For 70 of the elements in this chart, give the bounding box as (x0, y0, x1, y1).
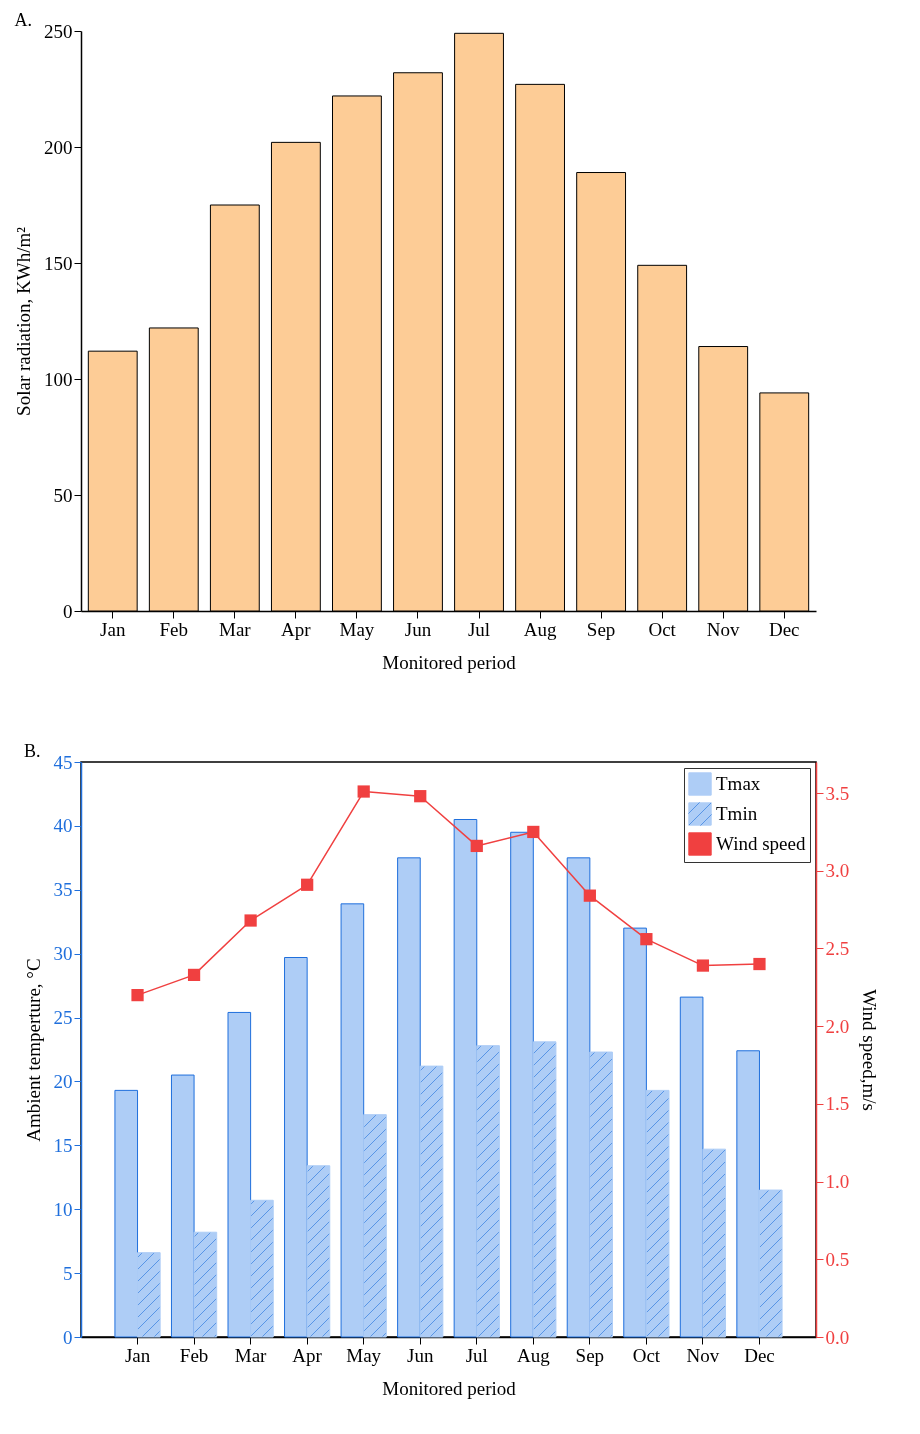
y-tick-label: 5 (63, 1262, 73, 1284)
point (131, 988, 144, 1002)
y-tick-label: 20 (53, 1070, 73, 1092)
y-tick-label: 0 (63, 600, 73, 622)
x-tick-label: Jun (407, 1344, 434, 1366)
x-tick-label: Nov (686, 1344, 720, 1366)
y2-tick-label: 1.0 (825, 1171, 850, 1193)
point (696, 959, 710, 972)
x-tick-label: Feb (159, 618, 189, 640)
point (583, 889, 596, 902)
y-tick-label: 250 (44, 20, 73, 42)
x-tick-label: Oct (648, 618, 677, 640)
x-tick-label: May (346, 1344, 382, 1366)
y-tick-label: 45 (53, 751, 73, 773)
y-tick-label: 150 (44, 252, 73, 274)
x-tick-label: Sep (586, 618, 616, 640)
x-tick-label: Apr (292, 1344, 323, 1366)
x-tick-label: Mar (219, 618, 252, 640)
x-tick-label: May (339, 618, 375, 640)
y2-axis-title: Wind speed,m/s (859, 989, 881, 1111)
point (753, 957, 766, 971)
legend-label: Tmin (716, 803, 758, 824)
y-tick-label: 50 (53, 484, 73, 506)
y2-tick-label: 3.0 (825, 860, 850, 882)
x-tick-label: Dec (768, 618, 800, 640)
y-axis-title: Ambient temperture, °C (22, 958, 44, 1142)
y-tick-label: 200 (44, 136, 73, 158)
y-tick-label: 35 (53, 879, 73, 901)
x-tick-label: Mar (234, 1344, 268, 1366)
point (187, 968, 201, 982)
point (244, 914, 257, 927)
x-tick-label: Sep (575, 1344, 605, 1366)
x-tick-label: Feb (179, 1344, 209, 1366)
legend-label: Wind speed (716, 833, 806, 854)
point (357, 785, 370, 798)
y2-tick-label: 0.0 (825, 1326, 850, 1348)
x-tick-label: Nov (706, 618, 741, 640)
point (640, 933, 653, 946)
x-axis-title: Monitored period (382, 1377, 517, 1399)
y-tick-label: 0 (63, 1326, 73, 1348)
chart-title: B. (24, 741, 41, 761)
x-tick-label: Aug (523, 618, 557, 640)
y2-tick-label: 1.5 (825, 1093, 850, 1115)
y-tick-label: 30 (53, 943, 73, 965)
y2-tick-label: 3.5 (825, 782, 850, 804)
x-tick-label: Jul (465, 1344, 488, 1366)
legend-label: Tmax (716, 773, 761, 794)
y-axis-title: Solar radiation, KWh/m² (13, 226, 34, 416)
y-tick-label: 100 (44, 368, 73, 390)
x-axis-title: Monitored period (382, 651, 517, 673)
y-tick-label: 10 (53, 1198, 73, 1220)
y2-tick-label: 2.5 (825, 937, 850, 959)
y-tick-label: 40 (53, 815, 73, 837)
x-tick-label: Jan (100, 618, 126, 640)
x-tick-label: Jun (404, 618, 432, 640)
x-tick-label: Apr (281, 618, 312, 640)
chart-title: A. (14, 10, 32, 30)
y-tick-label: 25 (53, 1007, 73, 1029)
y2-tick-label: 2.0 (825, 1015, 850, 1037)
x-tick-label: Jul (467, 618, 491, 640)
point (470, 839, 483, 853)
x-tick-label: Dec (744, 1344, 775, 1366)
y-tick-label: 15 (53, 1134, 73, 1156)
point (301, 878, 314, 891)
x-tick-label: Aug (516, 1344, 551, 1366)
x-tick-label: Jan (124, 1344, 151, 1366)
point (527, 825, 540, 839)
y2-tick-label: 0.5 (825, 1248, 850, 1270)
point (414, 790, 427, 803)
x-tick-label: Oct (632, 1344, 661, 1366)
